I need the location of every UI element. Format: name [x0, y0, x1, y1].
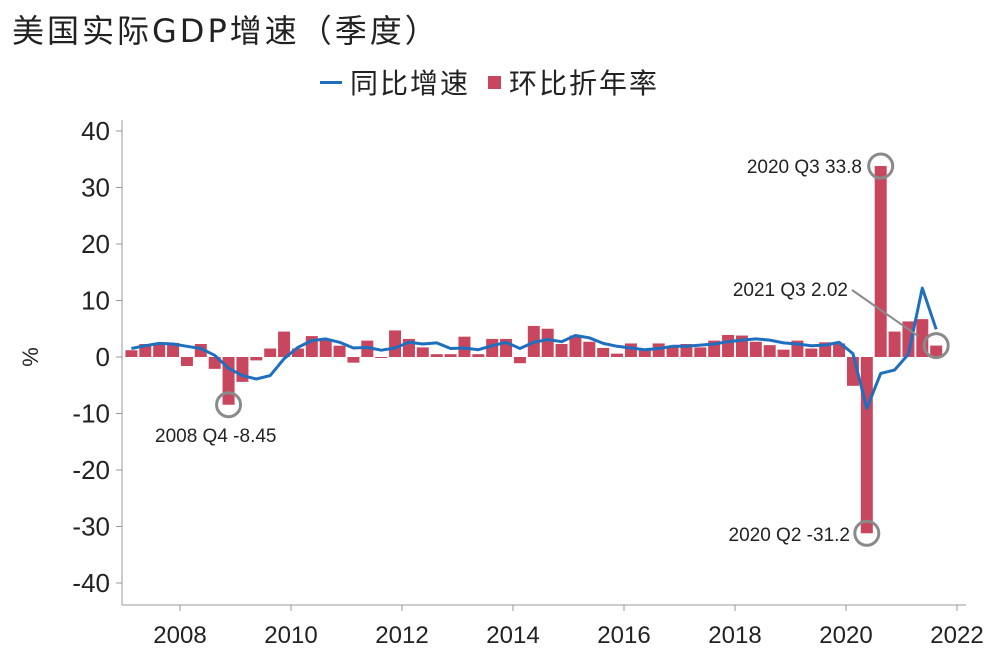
bar-qoq [569, 335, 582, 357]
bar-qoq [583, 341, 596, 357]
y-tick-label: 40 [81, 116, 110, 146]
y-tick-label: -10 [72, 399, 110, 429]
y-tick-label: -20 [72, 455, 110, 485]
annotation-circle [867, 152, 895, 180]
annotation-circle [922, 332, 950, 360]
y-tick-label: -40 [72, 568, 110, 598]
y-tick-label: 0 [96, 342, 110, 372]
annotation-circle [853, 519, 881, 547]
y-tick-label: 10 [81, 286, 110, 316]
annotation-leader [851, 289, 919, 337]
y-tick-label: 30 [81, 173, 110, 203]
bar-qoq [375, 357, 388, 358]
x-tick-label: 2016 [597, 622, 650, 649]
y-axis-label: % [18, 347, 43, 367]
bar-qoq [319, 340, 332, 357]
bar-qoq [805, 348, 818, 357]
line-yoy [131, 286, 938, 410]
y-tick-label: -30 [72, 512, 110, 542]
bar-qoq [860, 357, 873, 534]
bar-qoq [874, 166, 887, 357]
bar-qoq [167, 342, 180, 357]
bar-qoq [513, 357, 526, 364]
bar-qoq [250, 357, 263, 361]
legend-bar-swatch [488, 75, 502, 89]
bar-qoq [291, 348, 304, 357]
x-tick-label: 2012 [375, 622, 428, 649]
x-tick-label: 2018 [708, 622, 761, 649]
bar-qoq [153, 344, 166, 357]
annotation-label: 2021 Q3 2.02 [733, 280, 848, 301]
bar-qoq [333, 345, 346, 357]
bar-qoq [180, 357, 193, 367]
bar-qoq [208, 357, 221, 369]
x-tick-label: 2020 [819, 622, 872, 649]
bar-qoq [555, 344, 568, 357]
bar-qoq [125, 350, 138, 357]
annotation-label: 2020 Q2 -31.2 [729, 525, 850, 546]
legend-line-swatch [320, 80, 342, 84]
bar-qoq [763, 345, 776, 357]
x-tick-label: 2014 [486, 622, 539, 649]
bar-qoq [541, 328, 554, 357]
legend: 同比增速 环比折年率 [320, 62, 659, 102]
bar-qoq [694, 347, 707, 357]
bar-qoq [389, 330, 402, 357]
bar-qoq [624, 343, 637, 357]
bar-qoq [749, 341, 762, 357]
annotation-label: 2020 Q3 33.8 [747, 157, 862, 178]
annotation-circle [215, 391, 243, 419]
bar-qoq [347, 357, 360, 363]
bar-qoq [638, 350, 651, 357]
bar-qoq [597, 347, 610, 357]
bar-qoq [444, 354, 457, 357]
chart-title: 美国实际GDP增速（季度） [12, 12, 440, 50]
bar-qoq [930, 345, 943, 357]
y-tick-label: 20 [81, 229, 110, 259]
x-tick-label: 2010 [264, 622, 317, 649]
bar-qoq [666, 345, 679, 357]
legend-label-qoq: 环比折年率 [509, 67, 660, 100]
bar-qoq [416, 347, 429, 357]
bar-qoq [430, 354, 443, 357]
bar-qoq [833, 343, 846, 357]
annotation-label: 2008 Q4 -8.45 [155, 426, 276, 447]
x-tick-label: 2008 [153, 622, 206, 649]
bar-qoq [264, 348, 277, 357]
bar-qoq [777, 349, 790, 357]
x-tick-label: 2022 [930, 622, 983, 649]
bar-qoq [722, 334, 735, 357]
legend-label-yoy: 同比增速 [350, 67, 471, 100]
bar-qoq [888, 331, 901, 357]
bar-qoq [472, 354, 485, 357]
bar-qoq [611, 353, 624, 357]
bar-qoq [278, 331, 291, 357]
